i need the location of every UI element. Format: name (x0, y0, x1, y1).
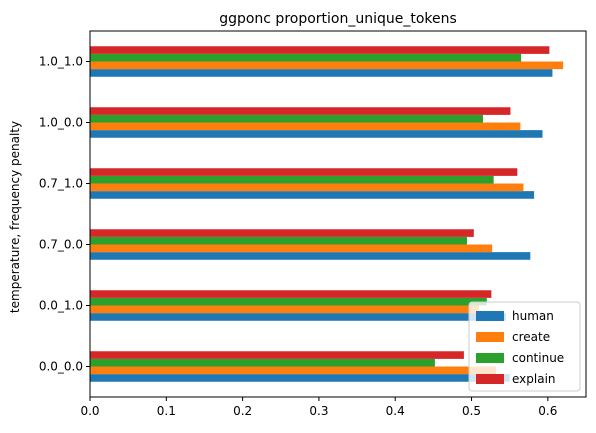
bar-continue-0.7_1.0 (90, 175, 494, 184)
bar-human-0.7_1.0 (90, 191, 535, 199)
bar-continue-0.7_0.0 (90, 236, 467, 245)
x-tick-label: 0.5 (462, 404, 481, 418)
bar-explain-1.0_1.0 (90, 46, 550, 54)
y-tick-label: 0.0_1.0 (39, 299, 83, 313)
x-tick-label: 0.2 (233, 404, 252, 418)
bar-continue-1.0_0.0 (90, 114, 483, 123)
y-tick-label: 0.0_0.0 (39, 360, 83, 374)
legend-label-explain: explain (512, 372, 556, 386)
bar-explain-0.0_0.0 (90, 351, 464, 359)
bar-human-0.7_0.0 (90, 252, 531, 260)
legend-label-human: human (512, 309, 554, 323)
bar-create-0.0_1.0 (90, 305, 480, 314)
legend-swatch-create (476, 332, 504, 342)
bar-explain-0.0_1.0 (90, 290, 492, 298)
x-axis-ticks: 0.0 0.1 0.2 0.3 0.4 0.5 0.6 (80, 397, 557, 418)
legend: human create continue explain (468, 301, 581, 392)
bar-human-0.0_1.0 (90, 313, 506, 321)
y-axis-label: temperature, frequency penalty (8, 121, 22, 313)
bar-create-0.0_0.0 (90, 366, 496, 375)
x-tick-label: 0.1 (157, 404, 176, 418)
legend-label-create: create (512, 330, 550, 344)
bar-create-1.0_1.0 (90, 61, 564, 70)
bar-create-0.7_0.0 (90, 244, 493, 253)
bars-group (90, 46, 564, 382)
y-tick-label: 0.7_0.0 (39, 238, 83, 252)
x-tick-label: 0.4 (386, 404, 405, 418)
bar-continue-0.0_0.0 (90, 358, 435, 367)
x-tick-label: 0.3 (309, 404, 328, 418)
legend-box (468, 301, 581, 392)
bar-explain-0.7_1.0 (90, 168, 518, 176)
legend-label-continue: continue (512, 351, 564, 365)
bar-human-1.0_1.0 (90, 69, 553, 77)
bar-continue-0.0_1.0 (90, 297, 487, 306)
y-tick-label: 0.7_1.0 (39, 177, 83, 191)
bar-explain-0.7_0.0 (90, 229, 474, 237)
y-tick-label: 1.0_1.0 (39, 55, 83, 69)
x-tick-label: 0.6 (538, 404, 557, 418)
bar-continue-1.0_1.0 (90, 53, 522, 62)
y-tick-label: 1.0_0.0 (39, 116, 83, 130)
bar-create-0.7_1.0 (90, 183, 524, 192)
chart-title: ggponc proportion_unique_tokens (219, 11, 457, 27)
bar-create-1.0_0.0 (90, 122, 521, 131)
legend-swatch-continue (476, 353, 504, 363)
plot-frame (89, 30, 587, 398)
x-tick-label: 0.0 (80, 404, 99, 418)
y-axis-ticks: 0.0_0.0 0.0_1.0 0.7_0.0 0.7_1.0 1.0_0.0 1.0_1… (39, 55, 90, 374)
bar-human-1.0_0.0 (90, 130, 543, 138)
bar-human-0.0_0.0 (90, 374, 510, 382)
legend-swatch-explain (476, 374, 504, 384)
bar-explain-1.0_0.0 (90, 107, 511, 115)
legend-swatch-human (476, 311, 504, 321)
